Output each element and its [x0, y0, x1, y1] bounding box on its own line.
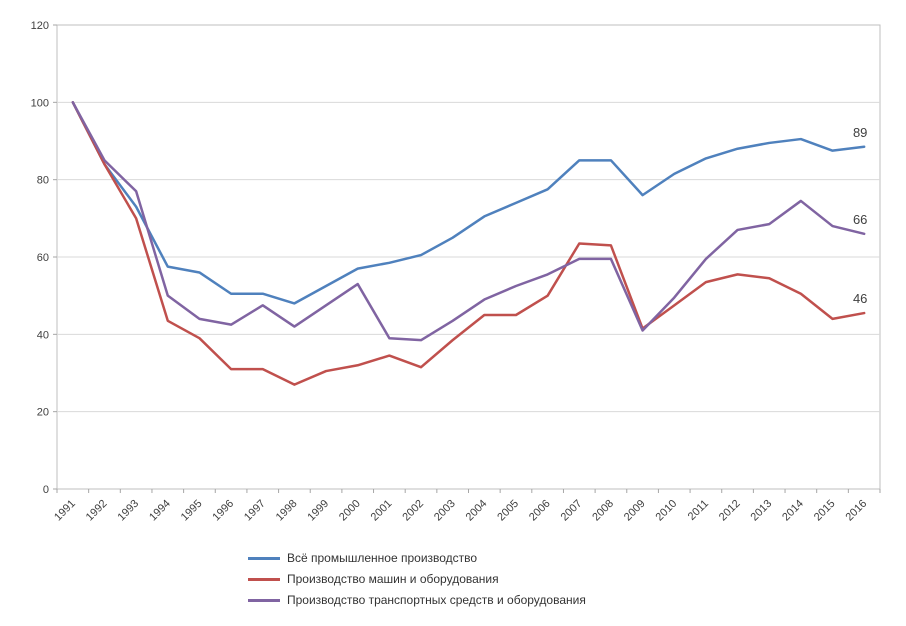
- y-tick-label: 100: [31, 97, 49, 109]
- data-labels: 89 46 66: [853, 125, 867, 306]
- x-tick-label: 2005: [495, 498, 521, 524]
- y-tick-label: 80: [37, 175, 49, 187]
- legend-item: Производство машин и оборудования: [248, 572, 586, 586]
- chart-legend: Всё промышленное производство Производст…: [248, 551, 586, 607]
- legend-line-swatch-icon: [248, 577, 280, 581]
- x-tick-label: 1999: [305, 498, 331, 524]
- x-tick-label: 1997: [242, 498, 268, 524]
- x-axis-labels: 1991 1992 1993 1994 1995 1996 1997 1998 1999 2000…: [52, 489, 881, 524]
- x-tick-label: 2016: [843, 498, 869, 524]
- x-tick-label: 1994: [147, 498, 173, 524]
- legend-line-swatch-icon: [248, 598, 280, 602]
- y-tick-label: 20: [37, 407, 49, 419]
- x-tick-label: 1993: [115, 498, 141, 524]
- x-tick-label: 2002: [400, 498, 426, 524]
- series-line: [71, 101, 866, 386]
- gridlines: [57, 101, 880, 413]
- series-lines: [71, 101, 866, 386]
- legend-label: Всё промышленное производство: [287, 551, 478, 565]
- x-tick-label: 2011: [686, 498, 711, 523]
- series-line: [71, 101, 866, 342]
- x-tick-label: 2007: [559, 498, 585, 524]
- end-value-label: 89: [853, 125, 867, 140]
- x-tick-label: 1995: [179, 498, 205, 524]
- legend-item: Всё промышленное производство: [248, 551, 586, 565]
- legend-label: Производство транспортных средств и обор…: [287, 593, 586, 607]
- x-tick-label: 2004: [464, 498, 490, 524]
- x-tick-label: 2009: [622, 498, 648, 524]
- y-axis-labels: 0 20 40 60 80 100 120: [31, 20, 57, 496]
- series-line: [71, 101, 866, 305]
- x-tick-label: 2014: [780, 498, 806, 524]
- x-tick-label: 2015: [812, 498, 838, 524]
- x-tick-label: 2008: [590, 498, 616, 524]
- x-tick-label: 1998: [274, 498, 300, 524]
- y-tick-label: 40: [37, 329, 49, 341]
- x-tick-label: 2000: [337, 498, 363, 524]
- x-tick-label: 1996: [210, 498, 236, 524]
- legend-label: Производство машин и оборудования: [287, 572, 499, 586]
- x-tick-label: 2013: [749, 498, 775, 524]
- legend-line-swatch-icon: [248, 556, 280, 560]
- end-value-label: 66: [853, 212, 867, 227]
- x-tick-label: 2001: [369, 498, 395, 524]
- x-tick-label: 2010: [654, 498, 680, 524]
- x-tick-label: 1992: [84, 498, 110, 524]
- x-tick-label: 2012: [717, 498, 743, 524]
- y-tick-label: 60: [37, 252, 49, 264]
- y-tick-label: 120: [31, 20, 49, 32]
- x-tick-label: 1991: [52, 498, 78, 524]
- end-value-label: 46: [853, 291, 867, 306]
- y-tick-label: 0: [43, 484, 49, 496]
- x-tick-label: 2006: [527, 498, 553, 524]
- x-tick-label: 2003: [432, 498, 458, 524]
- legend-item: Производство транспортных средств и обор…: [248, 593, 586, 607]
